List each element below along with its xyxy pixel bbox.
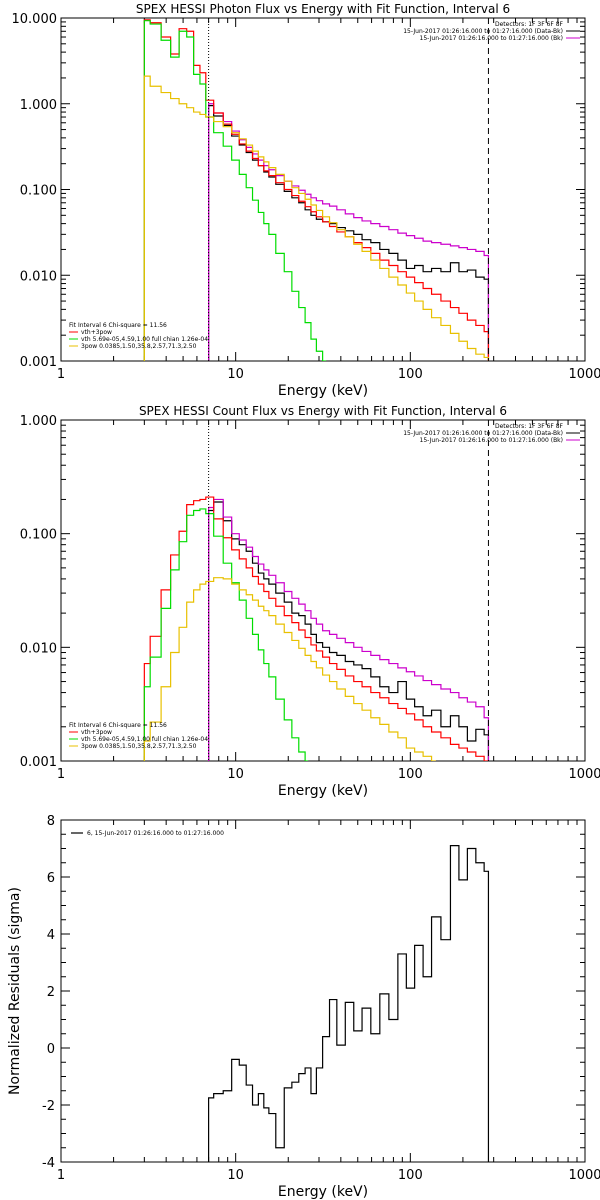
x-tick-label: 100	[398, 1168, 423, 1183]
x-tick-label: 10	[227, 1168, 244, 1183]
y-tick-label: 0	[47, 1042, 55, 1057]
fit-legend-text: Fit Interval 6 Chi-square = 11.56	[69, 322, 167, 329]
chart-title: SPEX HESSI Count Flux vs Energy with Fit…	[139, 404, 507, 418]
y-tick-label: 6	[47, 871, 55, 886]
fit-legend-text: vth+3pow	[81, 729, 112, 736]
x-tick-label: 1000	[568, 767, 600, 782]
series-line-1	[208, 501, 490, 761]
fit-legend-text: vth+3pow	[81, 329, 112, 336]
x-tick-label: 1	[57, 767, 65, 782]
series-line-2	[208, 498, 490, 761]
x-tick-label: 1000	[568, 367, 600, 382]
y-tick-label: -4	[42, 1156, 55, 1171]
series-line-4	[143, 508, 309, 761]
x-axis-label: Energy (keV)	[278, 783, 368, 799]
y-tick-label: 0.010	[20, 269, 57, 284]
y-tick-label: 0.100	[20, 528, 57, 543]
x-tick-label: 10	[227, 767, 244, 782]
y-tick-label: 2	[47, 985, 55, 1000]
x-tick-label: 1	[57, 1168, 65, 1183]
x-tick-label: 1000	[568, 1168, 600, 1183]
fit-legend-text: vth 5.69e-05,4.59,1.00 full chian 1.26e-…	[81, 336, 208, 343]
detector-info-text: 15-Jun-2017 01:26:16.000 to 01:27:16.000…	[420, 35, 563, 42]
y-tick-label: 0.001	[20, 755, 57, 770]
plot-frame	[60, 419, 586, 762]
fit-legend-text: Fit Interval 6 Chi-square = 11.56	[69, 722, 167, 729]
plot-frame	[60, 17, 586, 362]
series-line-1	[208, 105, 490, 361]
detector-info-text: 15-Jun-2017 01:26:16.000 to 01:27:16.000…	[420, 437, 563, 444]
series-line-5	[143, 577, 436, 761]
detector-info-text: Detectors: 1F 3F 6F 8F	[495, 423, 564, 430]
y-tick-label: 1.000	[20, 98, 57, 113]
series-line-5	[143, 75, 490, 361]
x-axis-label: Energy (keV)	[278, 383, 368, 399]
series-line-3	[143, 496, 489, 761]
fit-legend-text: 3pow 0.0385,1.50,35.8,2.57,71.3,2.50	[81, 743, 197, 750]
x-tick-label: 100	[398, 767, 423, 782]
y-tick-label: 1.000	[20, 414, 57, 429]
y-tick-label: 0.010	[20, 641, 57, 656]
y-tick-label: 4	[47, 928, 55, 943]
chart-panel-1: SPEX HESSI Photon Flux vs Energy with Fi…	[12, 2, 600, 399]
chart-panel-3: 1 10 100 1000 -4 -2 0 2 4 6 8 Energy (keV) Normalize…	[7, 814, 600, 1200]
y-tick-label: 0.100	[20, 184, 57, 199]
x-axis-label: Energy (keV)	[278, 1184, 368, 1200]
chart-panel-2: SPEX HESSI Count Flux vs Energy with Fit…	[20, 404, 600, 799]
plot-frame	[60, 819, 586, 1163]
detector-info-text: Detectors: 1F 3F 6F 8F	[495, 21, 564, 28]
chart-title: SPEX HESSI Photon Flux vs Energy with Fi…	[136, 2, 510, 16]
fit-legend-text: 3pow 0.0385,1.50,35.8,2.57,71.3,2.50	[81, 343, 197, 350]
y-tick-label: -2	[42, 1099, 55, 1114]
y-axis-label: Normalized Residuals (sigma)	[7, 887, 23, 1095]
x-tick-label: 100	[398, 367, 423, 382]
y-tick-label: 10.000	[12, 12, 58, 27]
series-line-1	[208, 845, 490, 1162]
legend-entry: 6, 15-Jun-2017 01:26:16.000 to 01:27:16.…	[87, 830, 224, 837]
fit-legend-text: vth 5.69e-05,4.59,1.00 full chian 1.26e-…	[81, 736, 208, 743]
series-line-4	[143, 20, 327, 361]
y-tick-label: 0.001	[20, 355, 57, 370]
series-line-3	[143, 19, 490, 361]
series-line-2	[208, 103, 490, 361]
detector-info-text: 15-Jun-2017 01:26:16.000 to 01:27:16.000…	[403, 430, 563, 437]
detector-info-text: 15-Jun-2017 01:26:16.000 to 01:27:16.000…	[403, 28, 563, 35]
y-tick-label: 8	[47, 814, 55, 829]
x-tick-label: 1	[57, 367, 65, 382]
x-tick-label: 10	[227, 367, 244, 382]
